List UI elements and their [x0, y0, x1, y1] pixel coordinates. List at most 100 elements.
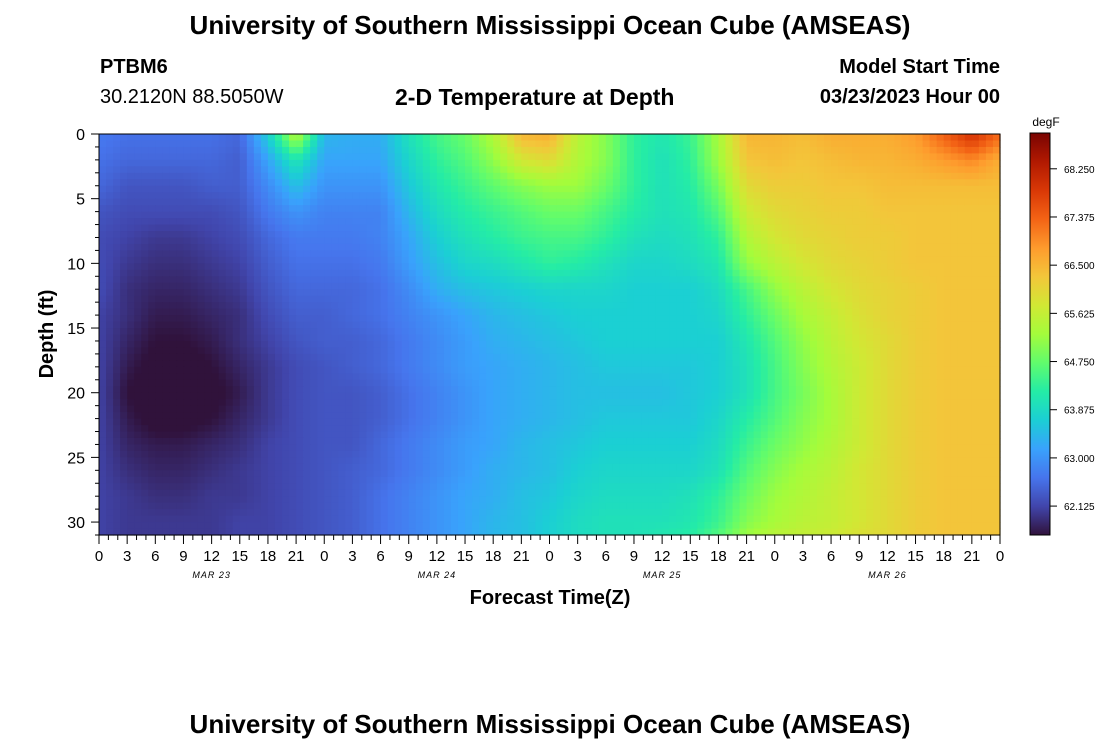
heatmap-cell — [500, 328, 508, 336]
heatmap-cell — [845, 366, 853, 374]
heatmap-cell — [943, 366, 952, 374]
heatmap-cell — [514, 166, 522, 174]
heatmap-cell — [915, 276, 924, 284]
heatmap-cell — [662, 166, 670, 174]
heatmap-cell — [845, 185, 853, 193]
heatmap-cell — [521, 315, 529, 323]
heatmap-cell — [760, 250, 769, 258]
heatmap-cell — [683, 328, 691, 336]
heatmap-cell — [345, 282, 354, 290]
heatmap-cell — [239, 366, 248, 374]
heatmap-cell — [338, 205, 346, 213]
heatmap-cell — [141, 302, 149, 310]
heatmap-cell — [824, 379, 832, 387]
heatmap-cell — [472, 263, 480, 271]
heatmap-cell — [901, 166, 910, 174]
heatmap-cell — [169, 295, 178, 303]
heatmap-cell — [683, 321, 691, 329]
heatmap-cell — [225, 347, 234, 355]
heatmap-cell — [873, 295, 881, 303]
heatmap-cell — [802, 308, 811, 316]
heatmap-cell — [908, 166, 917, 174]
heatmap-cell — [415, 211, 424, 219]
heatmap-cell — [282, 334, 290, 342]
heatmap-cell — [155, 295, 163, 303]
heatmap-cell — [204, 328, 213, 336]
heatmap-cell — [507, 237, 515, 245]
heatmap-cell — [739, 140, 748, 148]
heatmap-cell — [176, 192, 185, 200]
heatmap-cell — [718, 185, 727, 193]
heatmap-cell — [479, 211, 487, 219]
heatmap-cell — [908, 140, 917, 148]
heatmap-cell — [289, 218, 297, 226]
heatmap-cell — [528, 340, 537, 349]
heatmap-cell — [739, 256, 748, 264]
heatmap-cell — [591, 166, 600, 174]
heatmap-cell — [767, 321, 776, 329]
heatmap-cell — [676, 243, 684, 252]
heatmap-cell — [619, 218, 628, 226]
heatmap-cell — [992, 192, 1001, 200]
heatmap-cell — [894, 140, 903, 148]
heatmap-cell — [697, 321, 705, 329]
heatmap-cell — [598, 315, 607, 323]
heatmap-cell — [310, 379, 318, 387]
heatmap-cell — [739, 366, 748, 374]
heatmap-cell — [760, 263, 769, 271]
heatmap-cell — [289, 353, 297, 361]
heatmap-cell — [753, 179, 762, 187]
heatmap-cell — [127, 146, 135, 155]
heatmap-cell — [366, 379, 375, 387]
heatmap-cell — [169, 153, 178, 161]
heatmap-cell — [528, 347, 537, 355]
heatmap-cell — [718, 302, 727, 310]
heatmap-cell — [352, 231, 361, 239]
heatmap-cell — [943, 218, 952, 226]
heatmap-cell — [204, 211, 213, 219]
heatmap-cell — [394, 256, 403, 264]
heatmap-cell — [542, 237, 551, 245]
heatmap-cell — [99, 192, 107, 200]
heatmap-cell — [134, 153, 142, 161]
heatmap-cell — [359, 153, 368, 161]
heatmap-cell — [380, 256, 389, 264]
heatmap-cell — [493, 205, 501, 213]
heatmap-cell — [535, 289, 544, 297]
heatmap-cell — [690, 146, 698, 155]
heatmap-cell — [324, 321, 332, 329]
heatmap-cell — [331, 140, 339, 148]
heatmap-cell — [267, 243, 276, 252]
heatmap-cell — [633, 250, 642, 258]
heatmap-cell — [795, 302, 804, 310]
heatmap-cell — [486, 269, 494, 277]
heatmap-cell — [450, 172, 459, 180]
heatmap-cell — [457, 308, 466, 316]
heatmap-cell — [134, 159, 142, 167]
heatmap-cell — [591, 328, 600, 336]
heatmap-cell — [992, 282, 1001, 290]
heatmap-cell — [317, 366, 325, 374]
heatmap-cell — [824, 328, 832, 336]
heatmap-cell — [908, 256, 917, 264]
heatmap-cell — [253, 321, 262, 329]
heatmap-cell — [690, 379, 698, 387]
heatmap-cell — [274, 237, 283, 245]
heatmap-cell — [239, 211, 248, 219]
heatmap-cell — [500, 159, 508, 167]
heatmap-cell — [662, 282, 670, 290]
heatmap-cell — [852, 172, 860, 180]
heatmap-cell — [443, 250, 452, 258]
heatmap-cell — [324, 237, 332, 245]
heatmap-cell — [662, 146, 670, 155]
heatmap-cell — [563, 224, 572, 232]
heatmap-cell — [824, 269, 832, 277]
heatmap-cell — [683, 146, 691, 155]
heatmap-cell — [443, 218, 452, 226]
heatmap-cell — [950, 256, 959, 264]
heatmap-cell — [774, 373, 783, 381]
heatmap-cell — [303, 185, 311, 193]
heatmap-cell — [936, 263, 945, 271]
heatmap-cell — [394, 353, 403, 361]
heatmap-cell — [289, 179, 297, 187]
